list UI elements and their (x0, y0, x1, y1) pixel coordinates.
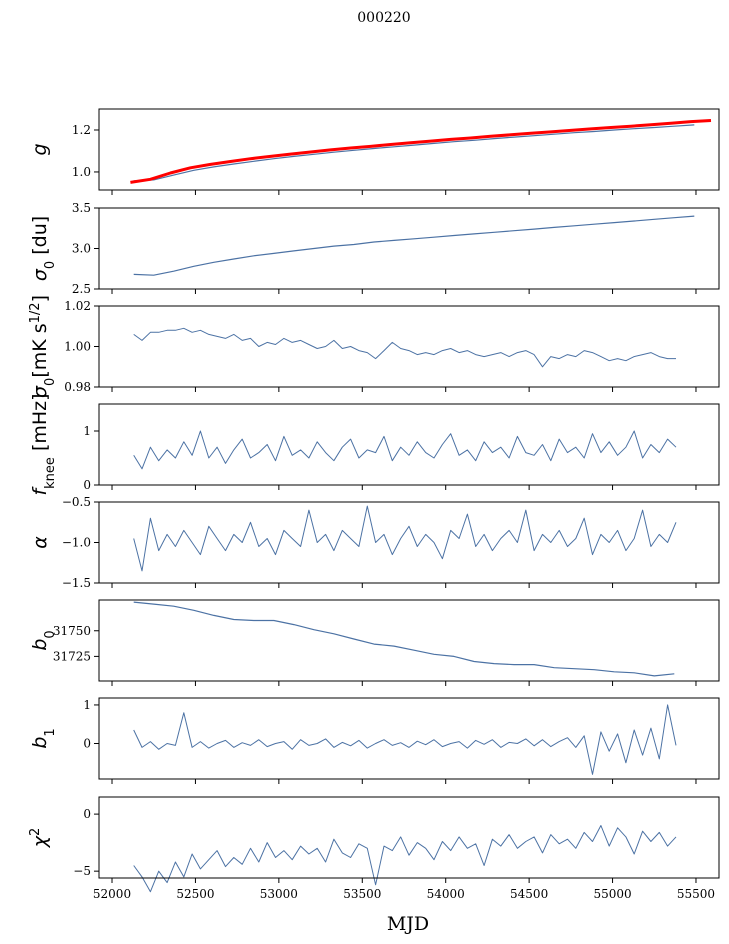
y-label-main: b (29, 737, 51, 749)
y-label-sub: 0 (43, 261, 58, 269)
plot-area (99, 109, 719, 190)
y-label-sub: knee (43, 457, 58, 489)
axes-frame (98, 108, 720, 191)
x-tick-label: 52500 (176, 887, 214, 901)
y-label-sup: 2 (28, 828, 43, 836)
series-line-b0 (133, 601, 675, 677)
y-label-main: χ (29, 835, 51, 848)
plot-area (99, 698, 719, 779)
series-line-b1 (133, 704, 677, 775)
subplots: 1.01.2g2.53.03.5σ0 [du]0.981.001.02σ0[mK… (28, 108, 720, 901)
x-tick-label: 54000 (427, 887, 465, 901)
y-axis-label: b1 (29, 728, 58, 748)
plot-area (99, 600, 719, 681)
y-tick-label: 1.00 (64, 340, 91, 354)
y-label-tail2: ] (29, 295, 51, 302)
x-tick-label: 55000 (593, 887, 631, 901)
y-label-tail: [mK s (29, 323, 51, 377)
y-axis-label: χ2 (28, 828, 52, 849)
y-tick-label: 0 (83, 807, 91, 821)
y-label-sub: 0 (43, 378, 58, 386)
y-axis-label: α (29, 536, 51, 549)
y-tick-label: 31750 (53, 624, 91, 638)
y-axis-label: fknee [mHz] (29, 393, 58, 495)
series-line-fknee (133, 430, 677, 470)
y-tick-label: 0 (83, 478, 91, 492)
subplot-sigma0_mK: 0.98 1.00 1.02 σ0[mK s1/2] (28, 295, 720, 398)
series-line-alpha (133, 505, 677, 572)
y-axis-label: b0 (29, 630, 58, 650)
plot-area (99, 208, 719, 289)
x-tick-label: 53000 (260, 887, 298, 901)
series-line-sigma0_du (133, 215, 695, 276)
subplot-sigma0_du: 2.5 3.0 3.5 σ0 [du] (29, 201, 720, 296)
y-tick-label: 31725 (53, 649, 91, 663)
y-tick-label: 2.5 (72, 282, 91, 296)
y-tick-label: 3.0 (72, 242, 91, 256)
chart-title: 000220 (357, 10, 410, 26)
y-label-sup2: 1/2 (28, 302, 43, 323)
y-label-main: g (29, 143, 51, 155)
y-label-main: σ (29, 268, 51, 281)
x-tick-label: 55500 (677, 887, 715, 901)
y-tick-label: 1 (83, 424, 91, 438)
y-tick-label: 3.5 (72, 201, 91, 215)
subplot-chi2: −5 0 52000 52500 53000 53500 54000 54500 55000 55… (28, 796, 720, 901)
y-label-tail: [mHz] (29, 393, 51, 457)
subplot-fknee: 0 1 fknee [mHz] (29, 393, 720, 496)
y-tick-label: 1 (83, 698, 91, 712)
x-tick-label: 52000 (93, 887, 131, 901)
y-axis-label: σ0[mK s1/2] (28, 295, 58, 398)
y-tick-label: 0.98 (64, 380, 91, 394)
y-axis-label: σ0 [du] (29, 216, 58, 281)
series-line-chi2 (133, 825, 677, 893)
plot-area (99, 306, 719, 387)
y-tick-label: 0 (83, 737, 91, 751)
y-label-tail: [du] (29, 216, 51, 261)
y-label-sub: 0 (43, 630, 58, 638)
y-tick-label: −1.0 (62, 536, 91, 550)
axes-frame (98, 697, 720, 780)
series-line-sigma0_mK (133, 327, 676, 368)
y-label-main: b (29, 639, 51, 651)
y-label-sub: 1 (43, 728, 58, 736)
axes-frame (98, 403, 720, 486)
subplot-g: 1.0 1.2 g (29, 108, 720, 195)
y-label-main: α (29, 536, 51, 549)
series-line-g (133, 124, 695, 182)
y-tick-label: −5 (73, 864, 91, 878)
y-tick-label: 1.02 (64, 299, 91, 313)
y-tick-label: 1.0 (72, 165, 91, 179)
y-tick-label: −1.5 (62, 576, 91, 590)
x-tick-label: 54500 (510, 887, 548, 901)
x-axis-label: MJD (387, 913, 429, 935)
y-tick-label: 1.2 (72, 123, 91, 137)
plot-area (99, 502, 719, 583)
series-line-g_ref (130, 119, 712, 184)
plot-area (99, 797, 719, 878)
y-label-main: σ (29, 385, 51, 398)
axes-frame (98, 796, 720, 879)
y-axis-label: g (29, 143, 51, 155)
x-tick-label: 53500 (343, 887, 381, 901)
subplot-alpha: −1.5 −1.0 −0.5 α (29, 495, 720, 590)
axes-frame (98, 599, 720, 682)
y-tick-label: −0.5 (62, 495, 91, 509)
y-label-main: f (29, 486, 51, 496)
plot-area (99, 404, 719, 485)
